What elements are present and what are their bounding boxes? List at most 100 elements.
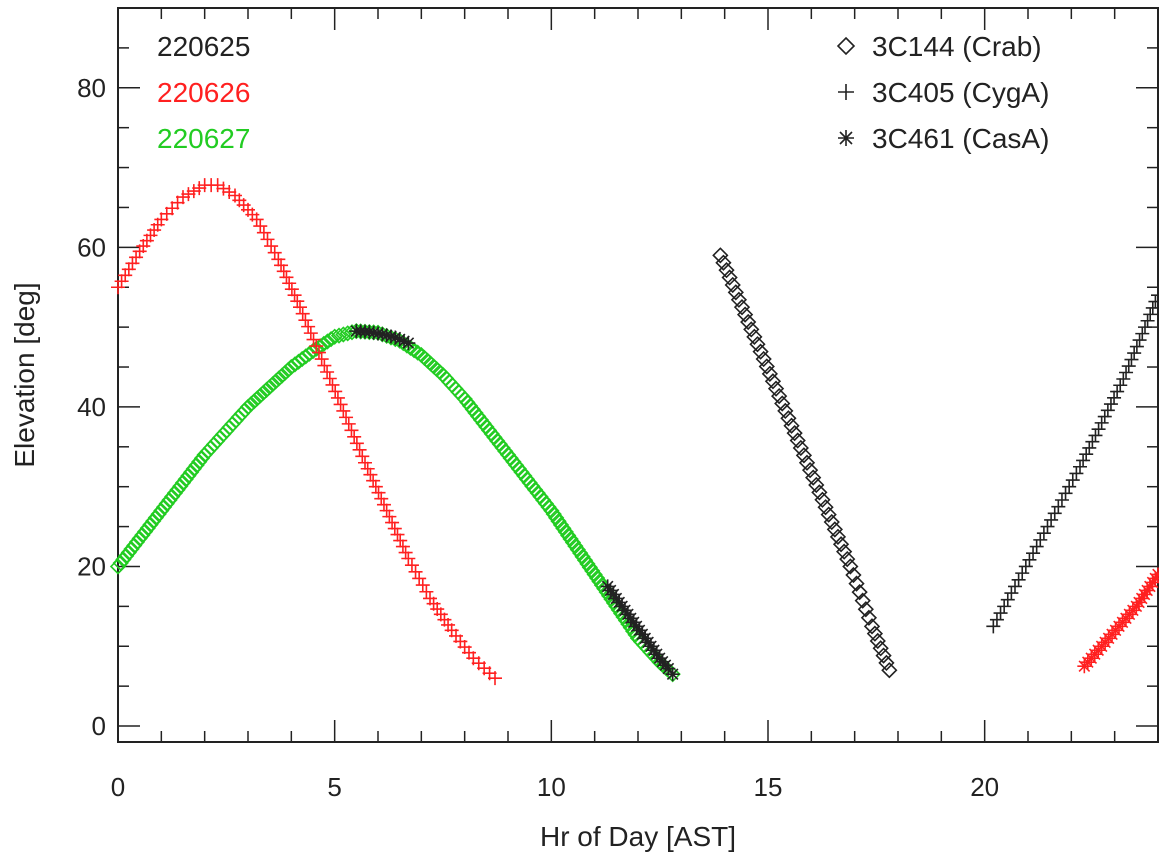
plus-marker: [298, 313, 313, 328]
diamond-marker: [180, 467, 197, 484]
diamond-marker: [164, 488, 181, 505]
axis-ticks: [117, 8, 1159, 742]
legend: 220625 220626 220627 3C144 (Crab) 3C405 (Cyg…: [157, 31, 1049, 154]
plus-marker: [290, 294, 305, 309]
diamond-marker: [823, 513, 840, 531]
legend-source-2: 3C461 (CasA): [872, 123, 1049, 154]
diamond-marker: [808, 476, 825, 494]
diamond-marker: [721, 269, 738, 286]
diamond-marker: [191, 453, 208, 470]
diamond-marker: [576, 552, 594, 569]
diamond-marker: [836, 543, 853, 560]
diamond-marker: [280, 361, 297, 379]
diamond-marker: [109, 558, 127, 575]
plus-marker: [111, 280, 125, 295]
diamond-marker: [786, 424, 803, 442]
plus-marker: [360, 461, 375, 476]
series-220625-diamond: [712, 247, 898, 679]
diamond-marker: [326, 328, 343, 345]
x-tick-label: 5: [327, 772, 341, 802]
diamond-marker: [845, 566, 862, 584]
plus-marker: [408, 564, 423, 579]
diamond-marker: [564, 534, 582, 551]
plus-marker: [1140, 313, 1155, 328]
diamond-marker: [548, 509, 565, 526]
diamond-marker: [188, 457, 205, 474]
asterisk-marker: [1129, 599, 1144, 614]
diamond-marker: [330, 327, 348, 344]
diamond-marker: [789, 432, 806, 449]
asterisk-marker: [661, 661, 676, 676]
diamond-marker: [860, 609, 878, 626]
diamond-marker: [174, 474, 192, 491]
diamond-marker: [724, 276, 741, 294]
diamond-marker: [252, 387, 269, 404]
diamond-marker: [872, 640, 889, 657]
diamond-marker: [147, 509, 165, 526]
diamond-marker: [839, 550, 856, 568]
diamond-marker: [579, 555, 596, 572]
plus-marker: [1103, 397, 1118, 412]
plus-marker: [330, 390, 345, 405]
plus-marker: [352, 442, 367, 457]
diamond-marker: [283, 358, 300, 376]
diamond-marker: [875, 647, 892, 664]
series-220625-asterisk: [349, 324, 416, 351]
diamond-marker: [258, 381, 275, 398]
legend-date-220627: 220627: [157, 123, 250, 154]
diamond-marker: [591, 573, 608, 590]
plus-marker: [271, 252, 286, 267]
diamond-marker: [112, 554, 129, 572]
diamond-marker: [120, 544, 137, 561]
diamond-marker: [881, 662, 898, 679]
plus-marker: [393, 533, 408, 548]
plus-marker: [1073, 459, 1087, 474]
diamond-marker: [405, 342, 423, 359]
asterisk-marker: [375, 327, 390, 342]
diamond-marker: [290, 353, 307, 370]
plus-marker: [317, 358, 332, 373]
plus-marker: [488, 671, 502, 686]
diamond-marker: [267, 373, 284, 390]
asterisk-marker: [1134, 591, 1149, 606]
plus-marker: [276, 264, 291, 279]
diamond-marker: [736, 306, 754, 323]
diamond-marker: [319, 333, 336, 350]
plus-marker: [1085, 434, 1100, 449]
legend-date-220626: 220626: [157, 77, 250, 108]
plus-marker: [129, 250, 144, 265]
plus-marker: [1076, 453, 1091, 468]
plus-marker: [309, 339, 324, 354]
diamond-marker: [142, 516, 159, 533]
plus-marker: [363, 467, 378, 482]
tick-labels: 0 5 10 15 20 0 20 40 60 80: [77, 73, 999, 802]
diamond-marker: [543, 502, 560, 519]
series-220625-plus: [986, 288, 1159, 634]
plus-marker: [1091, 422, 1106, 437]
diamond-marker: [273, 367, 291, 384]
plus-marker: [1011, 572, 1026, 587]
diamond-marker: [581, 559, 598, 576]
diamond-marker: [236, 402, 254, 419]
plus-marker: [1044, 512, 1059, 527]
plus-marker: [368, 479, 383, 494]
diamond-marker: [304, 342, 322, 360]
diamond-marker: [560, 527, 577, 544]
diamond-marker: [153, 502, 170, 519]
plus-marker: [260, 232, 275, 247]
diamond-marker: [145, 512, 162, 530]
plus-marker: [1138, 320, 1152, 335]
plus-marker: [249, 212, 264, 227]
diamond-marker: [743, 321, 760, 338]
x-tick-label: 10: [537, 772, 566, 802]
plus-marker: [303, 326, 318, 341]
plus-marker: [121, 262, 136, 277]
diamond-marker: [572, 545, 589, 562]
plus-marker: [1116, 371, 1131, 386]
diamond-marker: [755, 350, 772, 368]
plus-marker: [986, 619, 1001, 634]
plus-marker: [1051, 499, 1066, 514]
plus-marker: [1065, 473, 1080, 488]
plus-marker: [1015, 566, 1030, 581]
plus-marker: [222, 185, 237, 200]
